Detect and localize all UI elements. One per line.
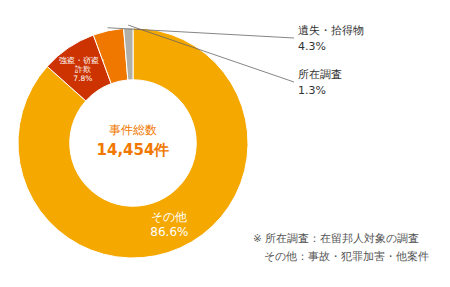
- svg-text:遺失・拾得物4.3%: 遺失・拾得物4.3%: [298, 24, 364, 53]
- html-text:その他：事故・犯罪加害・他案件: その他：事故・犯罪加害・他案件: [253, 250, 429, 262]
- html-text:14,454件: 14,454件: [96, 141, 170, 159]
- svg-text:強盗・窃盗・詐欺7.8%: 強盗・窃盗・詐欺7.8%: [59, 56, 107, 83]
- svg-text:所在調査1.3%: 所在調査1.3%: [298, 68, 342, 97]
- html-text:※ 所在調査：在留邦人対象の調査: ※ 所在調査：在留邦人対象の調査: [253, 232, 420, 244]
- svg-text:その他86.6%: その他86.6%: [150, 210, 188, 238]
- html-text:事件総数: 事件総数: [109, 123, 157, 137]
